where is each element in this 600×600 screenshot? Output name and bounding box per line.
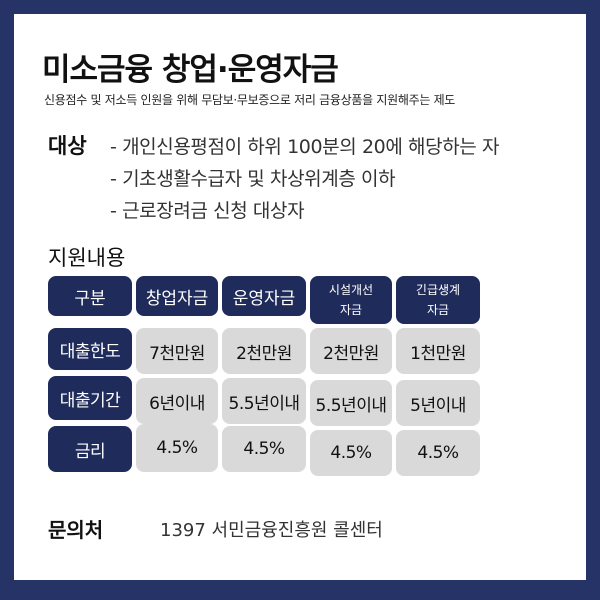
target-label: 대상 <box>48 134 87 158</box>
cell-interest-rate-facility: 4.5% <box>310 430 392 476</box>
column-header-startup: 창업자금 <box>136 276 218 316</box>
column-header-label: 운영자금 <box>232 288 296 309</box>
cell-loan-period-facility: 5.5년이내 <box>310 380 392 426</box>
page-subtitle: 신용점수 및 저소득 인원을 위해 무담보·무보증으로 저리 금융상품을 지원해… <box>44 93 456 107</box>
table-corner-header: 구분 <box>48 276 132 316</box>
cell-loan-limit-facility: 2천만원 <box>310 328 392 374</box>
cell-loan-limit-startup: 7천만원 <box>136 328 218 374</box>
cell-interest-rate-startup: 4.5% <box>136 424 218 472</box>
row-header-interest-rate: 금리 <box>48 426 132 472</box>
column-header-operation: 운영자금 <box>222 276 306 316</box>
contact-value: 1397 서민금융진흥원 콜센터 <box>160 520 383 541</box>
target-line-1: - 개인신용평점이 하위 100분의 20에 해당하는 자 <box>110 136 500 158</box>
info-card: 미소금융 창업·운영자금 신용점수 및 저소득 인원을 위해 무담보·무보증으로… <box>14 14 586 580</box>
cell-loan-limit-emergency: 1천만원 <box>396 328 480 374</box>
page-title: 미소금융 창업·운영자금 <box>42 52 339 88</box>
contact-label: 문의처 <box>48 518 104 542</box>
row-header-loan-limit: 대출한도 <box>48 328 132 370</box>
cell-loan-period-emergency: 5년이내 <box>396 380 480 426</box>
cell-interest-rate-operation: 4.5% <box>222 426 306 472</box>
target-line-3: - 근로장려금 신청 대상자 <box>110 200 305 222</box>
column-header-line1: 시설개선 <box>328 283 374 297</box>
column-header-line1: 긴급생계 <box>415 283 461 297</box>
row-header-loan-period: 대출기간 <box>48 376 132 420</box>
column-header-line2: 자금 <box>339 303 363 317</box>
cell-loan-limit-operation: 2천만원 <box>222 328 306 374</box>
column-header-facility: 시설개선 자금 <box>310 276 392 324</box>
column-header-label: 창업자금 <box>145 288 209 309</box>
column-header-emergency: 긴급생계 자금 <box>396 276 480 324</box>
cell-interest-rate-emergency: 4.5% <box>396 430 480 476</box>
column-header-line2: 자금 <box>426 303 450 317</box>
cell-loan-period-operation: 5.5년이내 <box>222 378 306 424</box>
support-label: 지원내용 <box>48 246 126 270</box>
target-line-2: - 기초생활수급자 및 차상위계층 이하 <box>110 168 396 190</box>
cell-loan-period-startup: 6년이내 <box>136 378 218 424</box>
